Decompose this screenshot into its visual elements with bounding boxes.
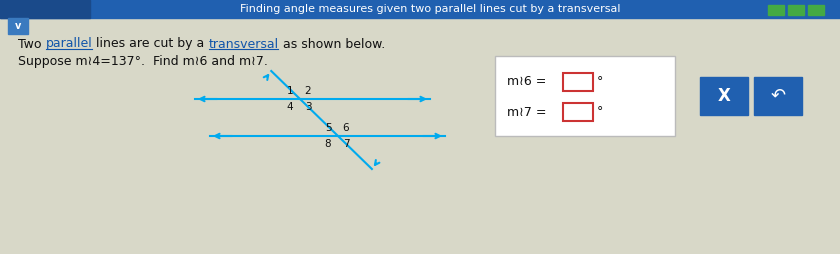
Bar — [768, 5, 784, 15]
Text: °: ° — [597, 105, 603, 119]
Bar — [563, 73, 593, 91]
Text: 2: 2 — [305, 86, 312, 96]
Text: as shown below.: as shown below. — [279, 38, 385, 51]
Text: v: v — [15, 21, 21, 31]
Text: Two: Two — [18, 38, 45, 51]
Text: 1: 1 — [286, 86, 293, 96]
Text: m≀7 =: m≀7 = — [507, 105, 547, 119]
Bar — [0, 0, 90, 18]
Text: lines are cut by a: lines are cut by a — [92, 38, 208, 51]
Bar — [700, 77, 748, 115]
Text: 7: 7 — [343, 139, 349, 149]
Bar — [495, 56, 675, 136]
Text: 4: 4 — [286, 102, 293, 112]
Text: 5: 5 — [325, 123, 331, 133]
Bar — [788, 5, 804, 15]
Text: ↶: ↶ — [770, 87, 785, 105]
Text: °: ° — [597, 75, 603, 88]
Text: 8: 8 — [325, 139, 331, 149]
Bar — [563, 103, 593, 121]
Text: m≀6 =: m≀6 = — [507, 75, 546, 88]
Bar — [808, 5, 824, 15]
Bar — [754, 77, 802, 115]
Text: Suppose m≀4=137°.  Find m≀6 and m≀7.: Suppose m≀4=137°. Find m≀6 and m≀7. — [18, 55, 268, 68]
Bar — [8, 18, 28, 34]
Text: transversal: transversal — [208, 38, 279, 51]
Text: X: X — [717, 87, 731, 105]
Text: 6: 6 — [343, 123, 349, 133]
Text: 3: 3 — [305, 102, 312, 112]
Text: Finding angle measures given two parallel lines cut by a transversal: Finding angle measures given two paralle… — [239, 4, 620, 14]
Text: parallel: parallel — [45, 38, 92, 51]
Bar — [0, 0, 840, 18]
